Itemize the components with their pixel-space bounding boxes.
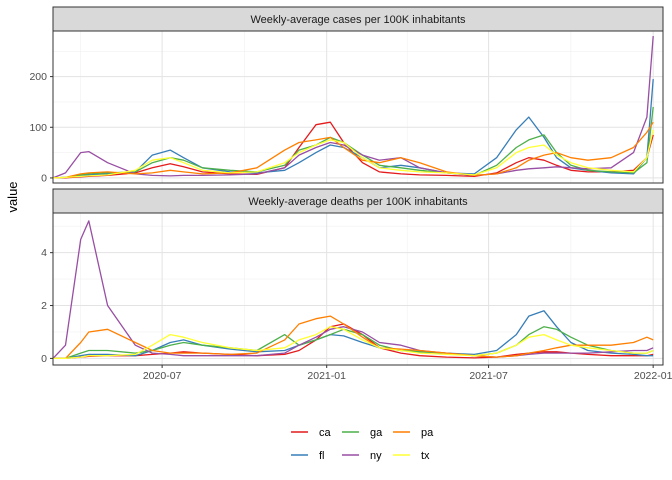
facet-strip bbox=[52, 188, 664, 214]
x-tick-label: 2022-01 bbox=[634, 370, 672, 382]
panel-background bbox=[53, 213, 663, 365]
y-tick-label: 0 bbox=[41, 353, 47, 365]
y-tick-label: 4 bbox=[41, 247, 47, 259]
legend-label-fl: fl bbox=[319, 450, 325, 462]
x-tick-label: 2021-07 bbox=[469, 370, 508, 382]
y-tick-label: 100 bbox=[29, 122, 47, 134]
panel-border bbox=[52, 30, 664, 184]
series-line-pa bbox=[52, 121, 654, 179]
panel-background bbox=[53, 31, 663, 183]
x-tick-label: 2020-07 bbox=[143, 370, 182, 382]
series-line-fl bbox=[53, 310, 654, 360]
x-tick-label: 2021-01 bbox=[307, 370, 346, 382]
legend-label-ga: ga bbox=[370, 427, 383, 439]
series-line-ga bbox=[53, 326, 654, 360]
facet-title: Weekly-average deaths per 100K inhabitan… bbox=[248, 196, 468, 208]
series-line-tx bbox=[52, 129, 654, 179]
facet-strip bbox=[52, 6, 664, 32]
y-axis-title: value bbox=[5, 181, 20, 212]
series-line-tx bbox=[53, 326, 654, 360]
legend-label-tx: tx bbox=[421, 450, 430, 462]
y-tick-label: 2 bbox=[41, 300, 47, 312]
series-line-fl bbox=[52, 79, 654, 179]
legend-label-ny: ny bbox=[370, 450, 382, 462]
facet-title: Weekly-average cases per 100K inhabitant… bbox=[250, 14, 466, 26]
y-tick-label: 200 bbox=[29, 71, 47, 83]
y-tick-label: 0 bbox=[41, 172, 47, 184]
panel-border bbox=[52, 212, 664, 366]
legend-label-pa: pa bbox=[421, 427, 434, 439]
legend-label-ca: ca bbox=[319, 427, 332, 439]
series-line-pa bbox=[53, 315, 654, 360]
